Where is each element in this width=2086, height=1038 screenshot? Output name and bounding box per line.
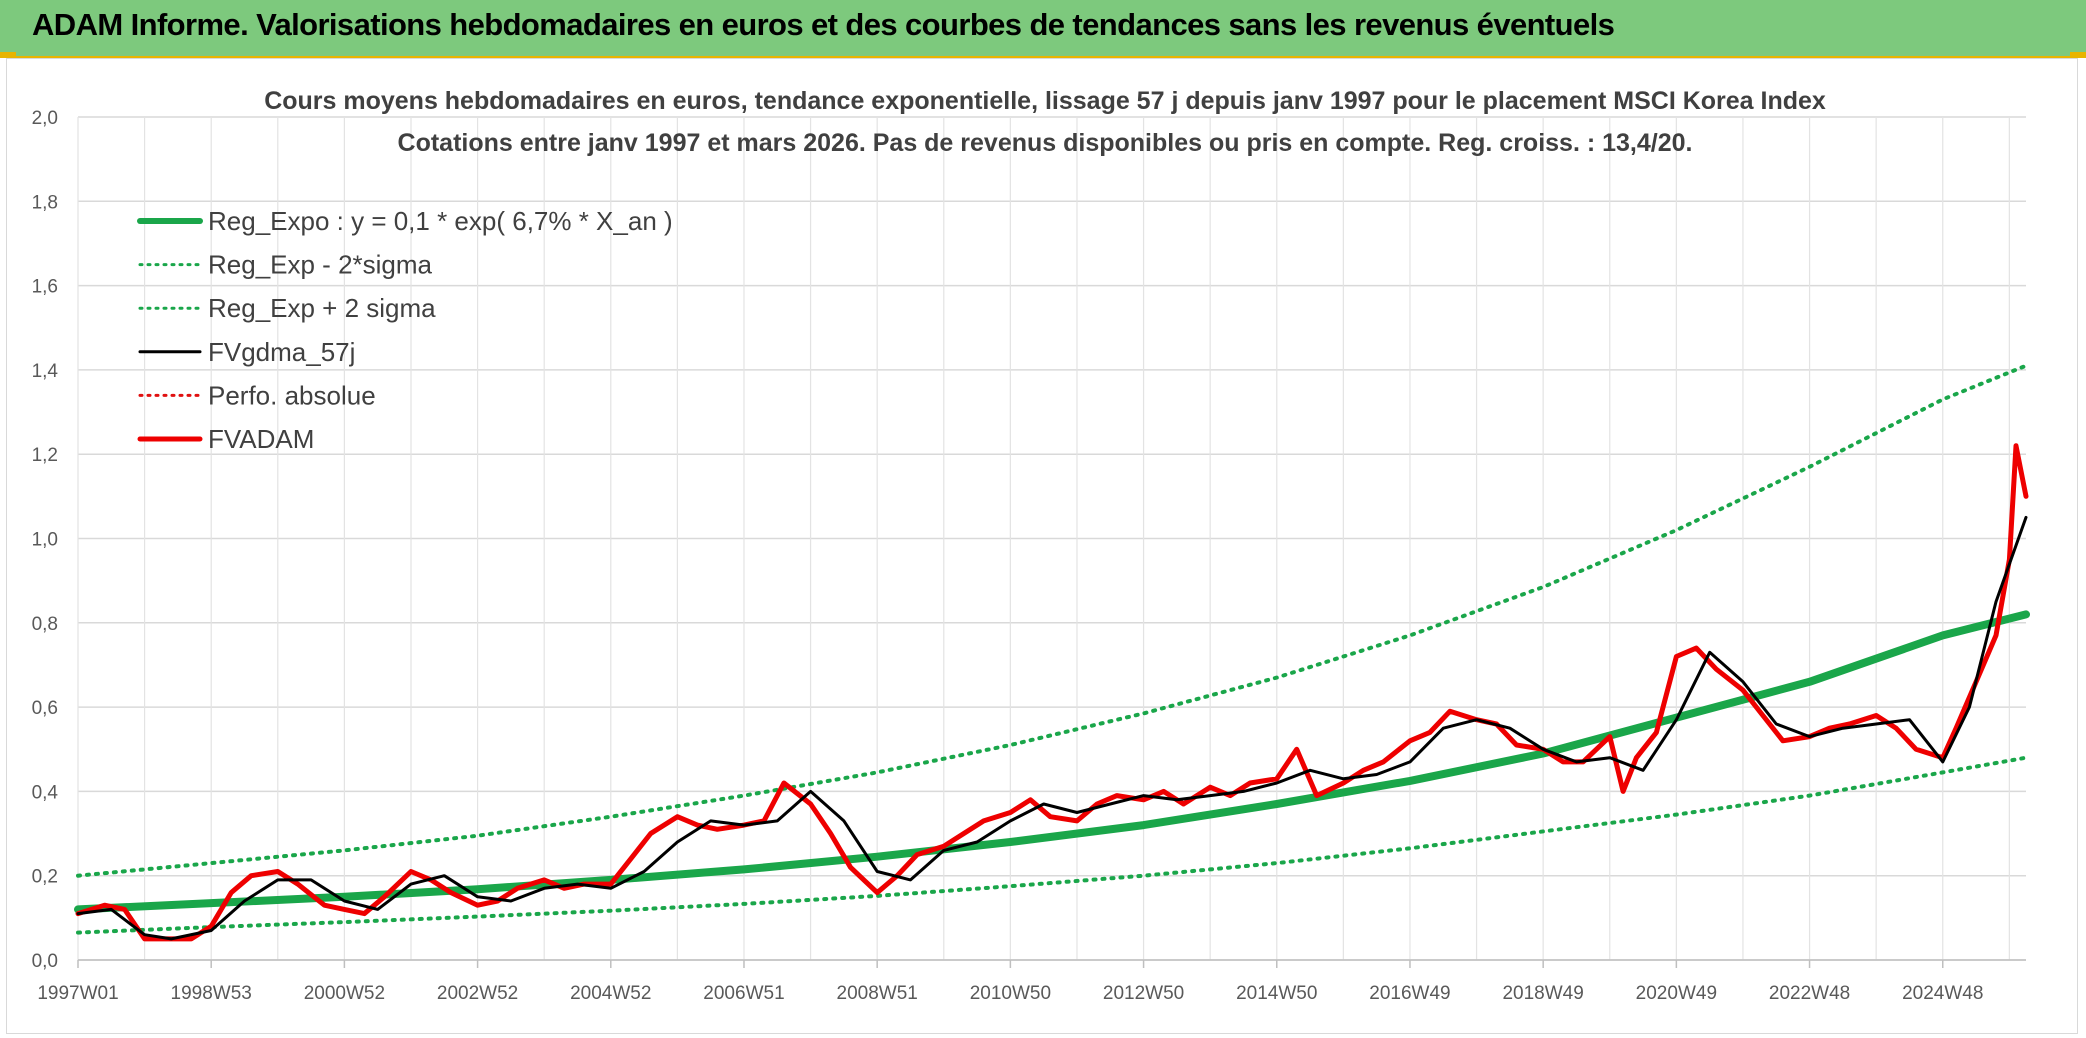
y-tick-label: 1,0 xyxy=(32,530,58,551)
legend-label: Reg_Exp + 2 sigma xyxy=(208,293,436,323)
x-tick-label: 2020W49 xyxy=(1636,983,1717,1004)
x-tick-label: 2002W52 xyxy=(437,983,518,1004)
y-tick-label: 1,6 xyxy=(32,277,58,298)
legend-label: FVADAM xyxy=(208,424,314,454)
x-tick-label: 2004W52 xyxy=(570,983,651,1004)
y-tick-label: 2,0 xyxy=(32,108,58,129)
legend-label: Reg_Expo : y = 0,1 * exp( 6,7% * X_an ) xyxy=(208,206,673,236)
header-corner-right xyxy=(2070,52,2086,58)
chart-legend: Reg_Expo : y = 0,1 * exp( 6,7% * X_an ) R… xyxy=(137,206,673,454)
x-tick-label: 1997W01 xyxy=(37,983,118,1004)
x-tick-label: 2012W50 xyxy=(1103,983,1184,1004)
legend-label: Reg_Exp - 2*sigma xyxy=(208,250,433,280)
series-layer xyxy=(74,363,2030,942)
y-tick-label: 0,8 xyxy=(32,614,58,635)
x-tick-label: 2010W50 xyxy=(970,983,1051,1004)
page-title: ADAM Informe. Valorisations hebdomadaire… xyxy=(32,7,1615,42)
y-tick-label: 0,0 xyxy=(32,951,58,972)
chart-title: Cours moyens hebdomadaires en euros, ten… xyxy=(264,87,1826,115)
series-line-1 xyxy=(76,755,2028,935)
series-line-0 xyxy=(74,610,2030,914)
y-tick-label: 0,4 xyxy=(32,782,59,803)
y-tick-label: 1,4 xyxy=(32,361,59,382)
header-corner-left xyxy=(0,52,16,58)
x-axis-ticks: 1997W01 1998W53 2000W52 2002W52 2004W52 2006W… xyxy=(37,960,1983,1004)
y-tick-label: 0,2 xyxy=(32,867,58,888)
legend-label: FVgdma_57j xyxy=(208,337,355,367)
series-line-5 xyxy=(75,443,2029,942)
legend-label: Perfo. absolue xyxy=(208,380,376,410)
x-tick-label: 2006W51 xyxy=(703,983,784,1004)
y-axis-ticks: 0,0 0,2 0,4 0,6 0,8 1,0 1,2 1,4 1,6 1,8 2,0 xyxy=(32,108,59,972)
x-tick-label: 1998W53 xyxy=(171,983,252,1004)
x-tick-label: 2018W49 xyxy=(1502,983,1583,1004)
x-tick-label: 2008W51 xyxy=(837,983,918,1004)
x-tick-label: 2016W49 xyxy=(1369,983,1450,1004)
chart-frame xyxy=(6,58,2078,1034)
series-line-3 xyxy=(76,515,2028,941)
header-bar: ADAM Informe. Valorisations hebdomadaire… xyxy=(0,0,2086,58)
x-tick-label: 2022W48 xyxy=(1769,983,1850,1004)
x-tick-label: 2014W50 xyxy=(1236,983,1317,1004)
x-tick-label: 2024W48 xyxy=(1902,983,1983,1004)
series-line-2 xyxy=(76,363,2028,878)
chart-grid xyxy=(77,116,2026,961)
y-tick-label: 1,8 xyxy=(32,192,58,213)
chart-subtitle: Cotations entre janv 1997 et mars 2026. … xyxy=(398,129,1693,157)
y-tick-label: 0,6 xyxy=(32,698,58,719)
x-tick-label: 2000W52 xyxy=(304,983,385,1004)
y-tick-label: 1,2 xyxy=(32,445,58,466)
